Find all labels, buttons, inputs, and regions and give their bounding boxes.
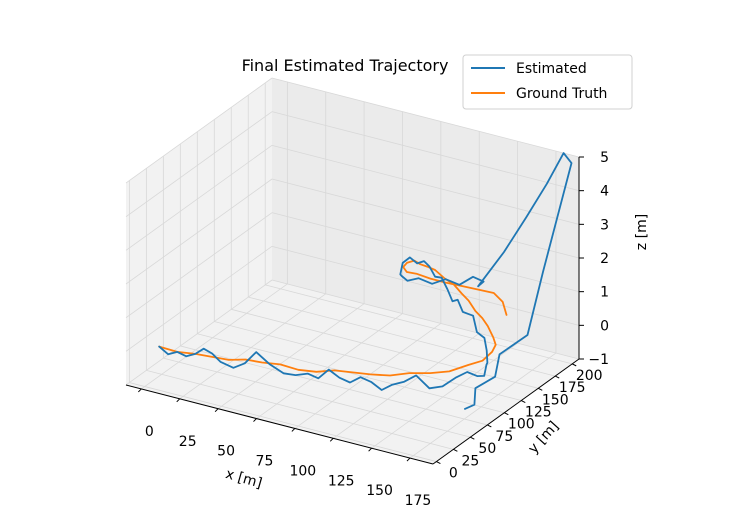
z-tick-label: 0 bbox=[600, 318, 609, 334]
x-axis-line bbox=[125, 384, 434, 465]
x-tick-mark bbox=[176, 398, 181, 403]
y-gridline-floor bbox=[248, 296, 556, 377]
y-tick-mark bbox=[470, 436, 475, 440]
x-tick-label: 25 bbox=[179, 434, 197, 450]
x-tick-label: 150 bbox=[366, 483, 393, 499]
y-tick-mark bbox=[538, 387, 543, 391]
y-gridline-floor bbox=[197, 333, 505, 414]
z-gridline-back bbox=[271, 111, 580, 192]
y-axis-line bbox=[432, 358, 580, 465]
z-gridline-left bbox=[125, 111, 273, 217]
x-gridline-floor bbox=[179, 293, 326, 400]
x-gridline-floor bbox=[217, 303, 365, 410]
y-tick-mark bbox=[436, 461, 441, 465]
x-gridline-floor bbox=[294, 323, 442, 429]
z-gridline-back bbox=[271, 245, 580, 326]
legend: Estimated Ground Truth bbox=[462, 54, 633, 110]
x-gridline-floor bbox=[256, 313, 403, 419]
y-tick-mark bbox=[504, 412, 509, 416]
y-tick-label: 100 bbox=[508, 417, 535, 433]
legend-box bbox=[462, 54, 633, 110]
x-gridline-floor bbox=[409, 352, 557, 459]
z-gridline-back bbox=[271, 77, 580, 158]
x-tick-mark bbox=[253, 418, 257, 422]
y-tick-mark bbox=[521, 400, 526, 403]
chart-title: Final Estimated Trajectory bbox=[242, 56, 449, 75]
y-tick-mark bbox=[487, 424, 492, 428]
z-gridline-left bbox=[125, 246, 273, 352]
y-tick-label: 175 bbox=[559, 380, 586, 396]
axis-lines bbox=[125, 156, 584, 465]
x-tick-label: 100 bbox=[289, 463, 316, 479]
y-tick-label: 125 bbox=[525, 405, 552, 421]
axis-panes bbox=[126, 78, 579, 464]
x-tick-mark bbox=[137, 388, 142, 393]
x-tick-label: 50 bbox=[217, 444, 235, 460]
z-gridline-left bbox=[125, 145, 273, 251]
z-gridline-back bbox=[271, 178, 580, 259]
x-tick-label: 0 bbox=[145, 424, 154, 440]
z-gridline-left bbox=[125, 77, 273, 184]
z-gridline-left bbox=[125, 178, 273, 285]
z-axis-label: z [m] bbox=[634, 214, 650, 250]
y-tick-label: 150 bbox=[542, 392, 569, 408]
z-gridline-left bbox=[125, 279, 273, 386]
x-tick-label: 125 bbox=[328, 473, 355, 489]
y-tick-label: 200 bbox=[576, 368, 603, 384]
z-gridline-back bbox=[271, 144, 580, 225]
tick-labels: 0255075100125150175025507510012515017520… bbox=[145, 150, 609, 509]
y-tick-mark bbox=[453, 448, 458, 452]
z-tick-label: −1 bbox=[588, 352, 609, 368]
z-tick-label: 5 bbox=[600, 150, 609, 166]
y-tick-mark bbox=[555, 375, 560, 379]
y-tick-mark bbox=[571, 363, 577, 367]
z-tick-label: 3 bbox=[600, 217, 609, 233]
trajectory-lines bbox=[158, 152, 573, 410]
z-gridline-back bbox=[271, 279, 580, 360]
x-tick-mark bbox=[214, 408, 219, 413]
y-gridline-floor bbox=[146, 369, 454, 450]
series-line-estimated bbox=[158, 152, 573, 410]
y-tick-label: 50 bbox=[478, 441, 496, 457]
x-axis-label: x [m] bbox=[224, 466, 264, 492]
y-tick-label: 0 bbox=[449, 466, 458, 482]
y-tick-label: 75 bbox=[495, 429, 513, 445]
x-tick-mark bbox=[406, 457, 411, 462]
x-gridline-floor bbox=[371, 342, 518, 449]
x-tick-mark bbox=[329, 437, 334, 442]
z-tick-label: 1 bbox=[600, 285, 609, 301]
x-tick-mark bbox=[291, 428, 296, 432]
z-gridline-back bbox=[271, 212, 580, 293]
z-tick-label: 2 bbox=[600, 251, 609, 267]
legend-label-estimated: Estimated bbox=[516, 61, 587, 77]
z-tick-label: 4 bbox=[600, 184, 609, 200]
y-gridline-floor bbox=[231, 308, 539, 389]
y-gridline-floor bbox=[265, 284, 573, 365]
x-tick-mark bbox=[368, 447, 372, 452]
x-gridline-floor bbox=[332, 333, 480, 439]
series-line-ground-truth bbox=[158, 259, 508, 377]
y-gridline-floor bbox=[129, 382, 437, 462]
x-tick-label: 175 bbox=[405, 493, 432, 509]
legend-label-ground-truth: Ground Truth bbox=[516, 86, 607, 102]
z-gridline-left bbox=[125, 212, 273, 318]
x-tick-label: 75 bbox=[256, 454, 274, 470]
grid-lines bbox=[125, 77, 580, 462]
y-gridline-floor bbox=[214, 321, 522, 401]
x-gridline-floor bbox=[141, 283, 288, 390]
y-tick-label: 25 bbox=[461, 453, 479, 469]
y-gridline-floor bbox=[163, 357, 471, 438]
